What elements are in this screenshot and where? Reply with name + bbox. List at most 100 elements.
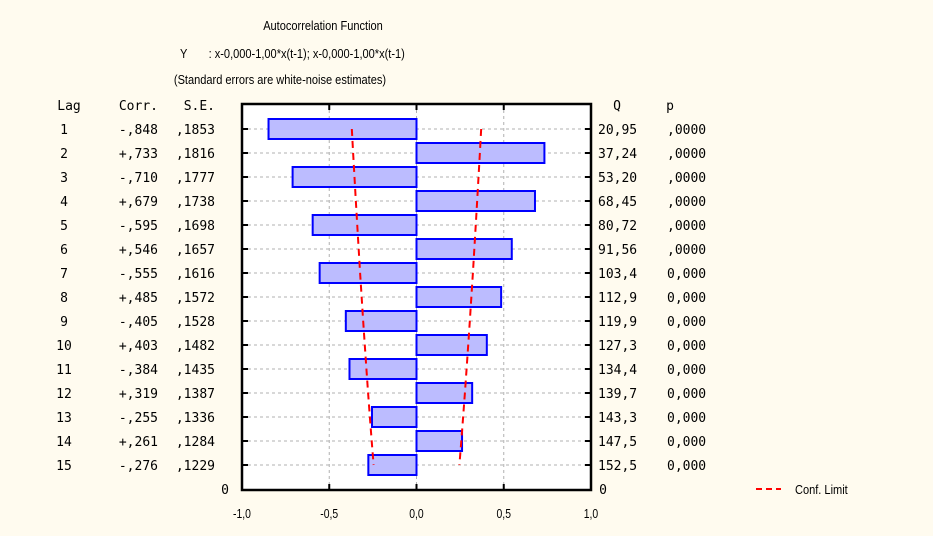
header-corr: Corr. <box>119 99 158 114</box>
p-cell: 0,000 <box>667 291 706 306</box>
p-cell: ,0000 <box>667 147 706 162</box>
p-cell: ,0000 <box>667 171 706 186</box>
q-cell: 53,20 <box>598 171 637 186</box>
q-cell: 80,72 <box>598 219 637 234</box>
chart-note: (Standard errors are white-noise estimat… <box>174 72 386 87</box>
x-tick-label: -0,5 <box>320 507 338 521</box>
se-cell: ,1528 <box>176 315 215 330</box>
corr-cell: -,848 <box>119 123 158 138</box>
q-cell: 91,56 <box>598 243 637 258</box>
se-cell: ,1738 <box>176 195 215 210</box>
q-cell: 152,5 <box>598 459 637 474</box>
p-cell: 0,000 <box>667 459 706 474</box>
se-cell: ,1853 <box>176 123 215 138</box>
corr-cell: +,403 <box>119 339 158 354</box>
corr-cell: +,485 <box>119 291 158 306</box>
acf-bar-lag-1 <box>267 118 418 140</box>
lag-cell: 15 <box>56 459 72 474</box>
se-cell: ,1482 <box>176 339 215 354</box>
se-cell: ,1657 <box>176 243 215 258</box>
zero-row-label-left: 0 <box>221 483 229 498</box>
p-cell: ,0000 <box>667 123 706 138</box>
lag-cell: 8 <box>60 291 68 306</box>
q-cell: 134,4 <box>598 363 637 378</box>
acf-bar-lag-11 <box>348 358 418 380</box>
lag-cell: 14 <box>56 435 72 450</box>
acf-bar-lag-15 <box>367 454 418 476</box>
se-cell: ,1616 <box>176 267 215 282</box>
p-cell: 0,000 <box>667 363 706 378</box>
conf-limit-lower <box>350 128 375 466</box>
corr-cell: -,384 <box>119 363 158 378</box>
acf-bar-lag-12 <box>415 382 474 404</box>
q-cell: 139,7 <box>598 387 637 402</box>
header-p: p <box>666 99 674 114</box>
lag-cell: 12 <box>56 387 72 402</box>
lag-cell: 4 <box>60 195 68 210</box>
lag-cell: 13 <box>56 411 72 426</box>
acf-bar-lag-9 <box>344 310 418 332</box>
q-cell: 127,3 <box>598 339 637 354</box>
conf-limits <box>350 128 483 466</box>
acf-bar-lag-13 <box>371 406 418 428</box>
x-tick-label: 0,5 <box>497 507 512 521</box>
p-cell: ,0000 <box>667 195 706 210</box>
p-cell: 0,000 <box>667 267 706 282</box>
corr-cell: +,733 <box>119 147 158 162</box>
lag-cell: 10 <box>56 339 72 354</box>
chart-title: Autocorrelation Function <box>263 18 383 33</box>
p-cell: 0,000 <box>667 411 706 426</box>
corr-cell: -,276 <box>119 459 158 474</box>
se-cell: ,1816 <box>176 147 215 162</box>
lag-cell: 11 <box>56 363 72 378</box>
lag-cell: 5 <box>60 219 68 234</box>
p-cell: 0,000 <box>667 435 706 450</box>
lag-cell: 2 <box>60 147 68 162</box>
lag-cell: 7 <box>60 267 68 282</box>
p-cell: ,0000 <box>667 243 706 258</box>
acf-bar-lag-8 <box>415 286 503 308</box>
header-q: Q <box>613 99 621 114</box>
corr-cell: +,261 <box>119 435 158 450</box>
q-cell: 143,3 <box>598 411 637 426</box>
corr-cell: +,546 <box>119 243 158 258</box>
p-cell: 0,000 <box>667 315 706 330</box>
q-cell: 147,5 <box>598 435 637 450</box>
lag-cell: 6 <box>60 243 68 258</box>
corr-cell: -,555 <box>119 267 158 282</box>
acf-bar-lag-10 <box>415 334 488 356</box>
q-cell: 119,9 <box>598 315 637 330</box>
lag-cell: 3 <box>60 171 68 186</box>
q-cell: 68,45 <box>598 195 637 210</box>
se-cell: ,1698 <box>176 219 215 234</box>
corr-cell: -,255 <box>119 411 158 426</box>
se-cell: ,1572 <box>176 291 215 306</box>
axis-ticks: -1,0 -0,5 0,0 0,5 1,0 <box>233 104 599 521</box>
se-cell: ,1777 <box>176 171 215 186</box>
conf-limit-upper <box>458 128 483 466</box>
q-cell: 103,4 <box>598 267 637 282</box>
x-tick-label: -1,0 <box>233 507 251 521</box>
p-cell: ,0000 <box>667 219 706 234</box>
stats-table: 1 -,848 ,1853 20,95 ,0000 2 +,733 ,1816 37,24 ,00… <box>56 123 706 474</box>
header-lag: Lag <box>57 99 80 114</box>
corr-cell: +,319 <box>119 387 158 402</box>
p-cell: 0,000 <box>667 387 706 402</box>
corr-cell: -,405 <box>119 315 158 330</box>
p-cell: 0,000 <box>667 339 706 354</box>
x-tick-label: 1,0 <box>584 507 599 521</box>
zero-row-label-right: 0 <box>599 483 607 498</box>
corr-cell: -,595 <box>119 219 158 234</box>
acf-bar-lag-4 <box>415 190 536 212</box>
legend: Conf. Limit <box>756 482 848 497</box>
q-cell: 112,9 <box>598 291 637 306</box>
header-se: S.E. <box>184 99 215 114</box>
acf-bar-lag-5 <box>311 214 418 236</box>
acf-bar-lag-6 <box>415 238 513 260</box>
acf-bar-lag-7 <box>318 262 418 284</box>
corr-cell: +,679 <box>119 195 158 210</box>
se-cell: ,1336 <box>176 411 215 426</box>
x-tick-label: 0,0 <box>409 507 424 521</box>
chart-subtitle: Y : x-0,000-1,00*x(t-1); x-0,000-1,00*x(… <box>180 46 405 61</box>
